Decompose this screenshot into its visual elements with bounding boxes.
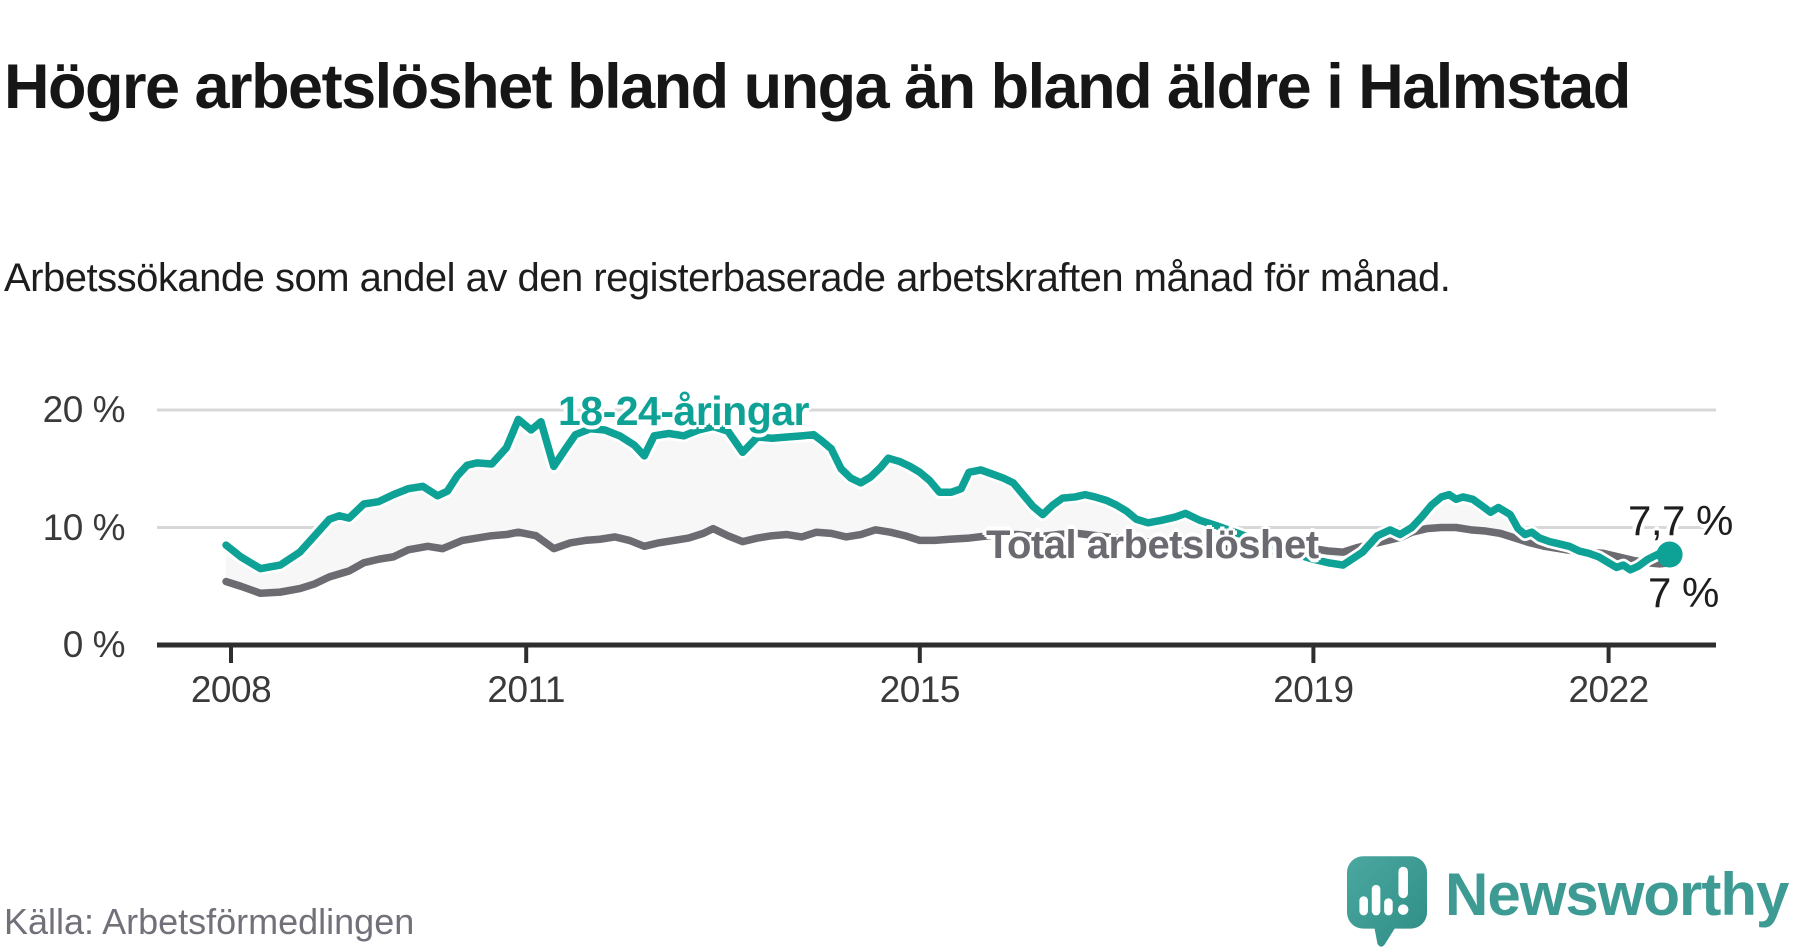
line-youth xyxy=(222,415,1674,574)
end-value-label-youth: 7,7 % xyxy=(1628,497,1733,544)
page-title: Högre arbetslöshet bland unga än bland ä… xyxy=(4,52,1631,123)
x-tick-label: 2008 xyxy=(190,669,272,710)
chart-subtitle: Arbetssökande som andel av den registerb… xyxy=(4,256,1451,300)
end-value-label-total: 7 % xyxy=(1648,569,1719,616)
series-area-fill xyxy=(226,419,1670,594)
series-label-youth: 18-24-åringar xyxy=(558,388,810,434)
line-youth-end-dot xyxy=(1656,541,1683,568)
y-tick-label: 10 % xyxy=(42,506,126,548)
line-total xyxy=(222,523,1674,598)
y-tick-label: 20 % xyxy=(42,389,126,430)
x-tick-label: 2022 xyxy=(1568,669,1649,710)
series-label-total: Total arbetslöshet xyxy=(986,523,1319,567)
x-tick-label: 2015 xyxy=(879,669,961,710)
y-tick-label: 0 % xyxy=(62,624,126,665)
speech-bubble-bar-chart-icon xyxy=(1347,856,1427,947)
x-tick-label: 2019 xyxy=(1273,669,1354,710)
newsworthy-logo: Newsworthy xyxy=(1347,856,1797,948)
brand-name: Newsworthy xyxy=(1445,861,1789,928)
x-tick-label: 2011 xyxy=(487,669,565,710)
source-note: Källa: Arbetsförmedlingen xyxy=(4,901,415,942)
